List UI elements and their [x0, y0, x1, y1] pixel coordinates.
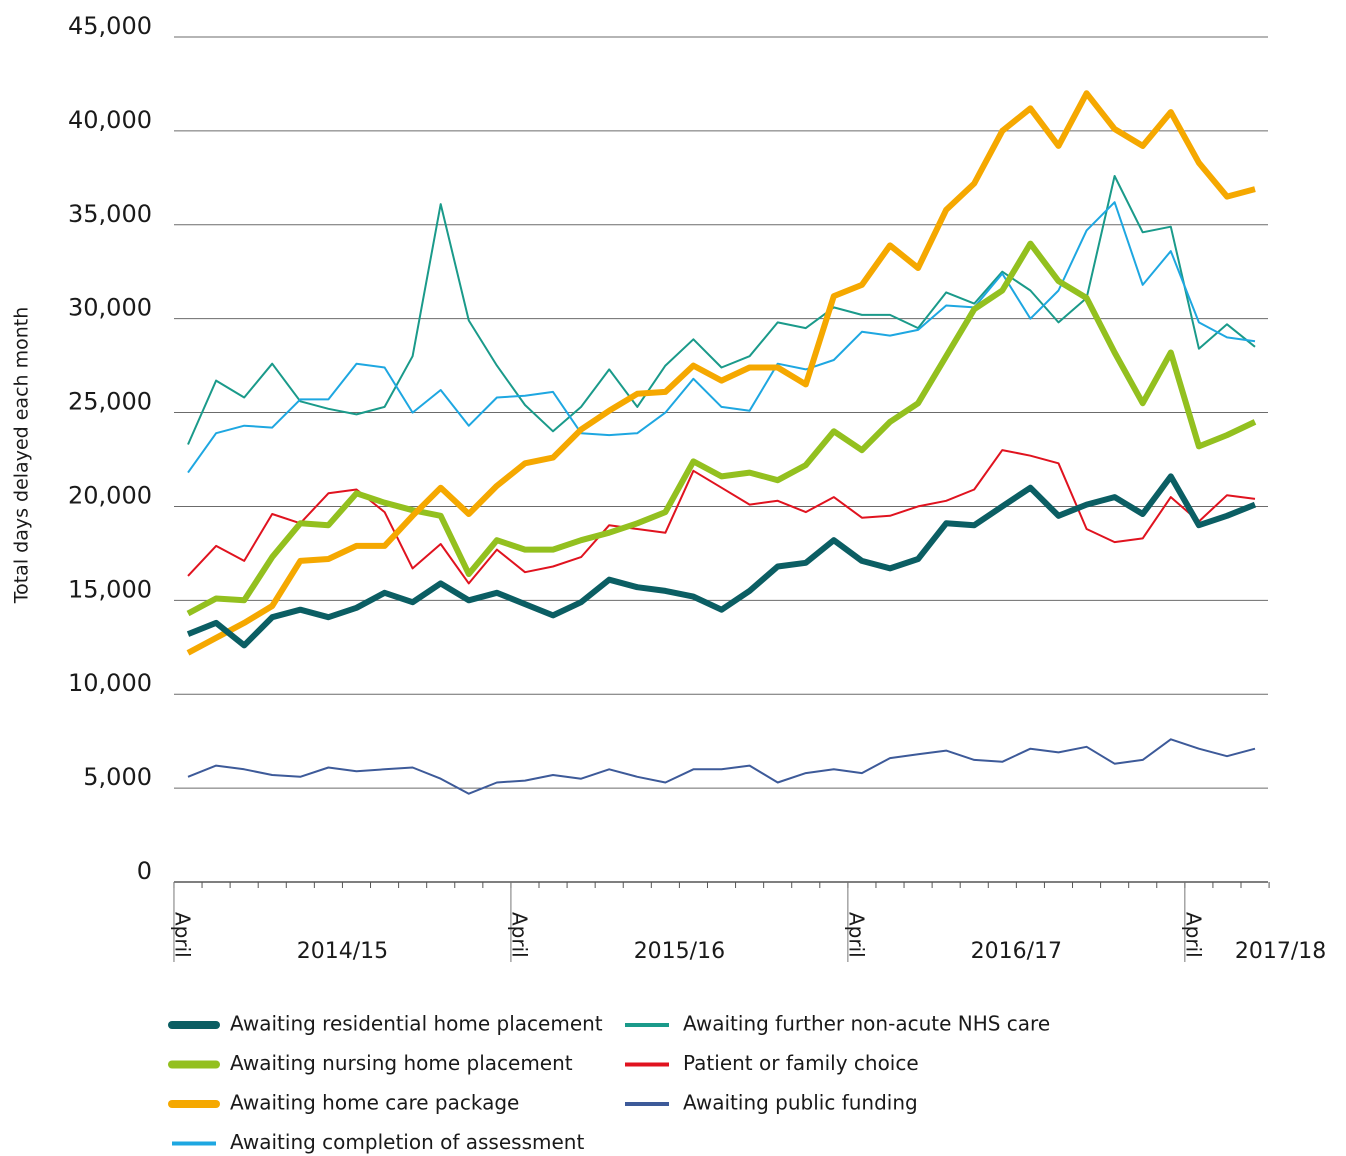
legend-label: Patient or family choice — [683, 1051, 919, 1075]
y-tick-label: 0 — [137, 857, 152, 885]
legend-label: Awaiting completion of assessment — [230, 1130, 584, 1154]
y-tick-label: 15,000 — [68, 575, 152, 603]
series-line — [187, 449, 1256, 585]
legend-label: Awaiting residential home placement — [230, 1012, 603, 1036]
series-line — [187, 738, 1256, 795]
y-tick-label: 5,000 — [83, 763, 152, 791]
series-line — [186, 240, 1257, 617]
legend-label: Awaiting public funding — [683, 1091, 918, 1115]
y-tick-label: 30,000 — [68, 294, 152, 322]
period-label: 2016/17 — [971, 939, 1062, 964]
period-label: 2014/15 — [297, 939, 388, 964]
y-tick-label: 35,000 — [68, 200, 152, 228]
series-line — [187, 201, 1256, 474]
y-tick-label: 45,000 — [68, 12, 152, 40]
y-axis-label: Total days delayed each month — [11, 307, 33, 605]
period-label: 2017/18 — [1235, 939, 1326, 964]
series-line — [186, 473, 1257, 649]
legend-label: Awaiting home care package — [230, 1091, 519, 1115]
y-tick-label: 20,000 — [68, 481, 152, 509]
legend-label: Awaiting nursing home placement — [230, 1051, 573, 1075]
series-line — [187, 175, 1256, 445]
y-tick-label: 10,000 — [68, 669, 152, 697]
x-tick-label: April — [171, 912, 195, 958]
legend-label: Awaiting further non-acute NHS care — [683, 1012, 1050, 1036]
x-tick-label: April — [844, 912, 868, 958]
x-tick-label: April — [507, 912, 531, 958]
series-line — [186, 90, 1256, 656]
y-tick-label: 40,000 — [68, 106, 152, 134]
y-tick-label: 25,000 — [68, 388, 152, 416]
x-tick-label: April — [1181, 912, 1205, 958]
period-label: 2015/16 — [634, 939, 725, 964]
